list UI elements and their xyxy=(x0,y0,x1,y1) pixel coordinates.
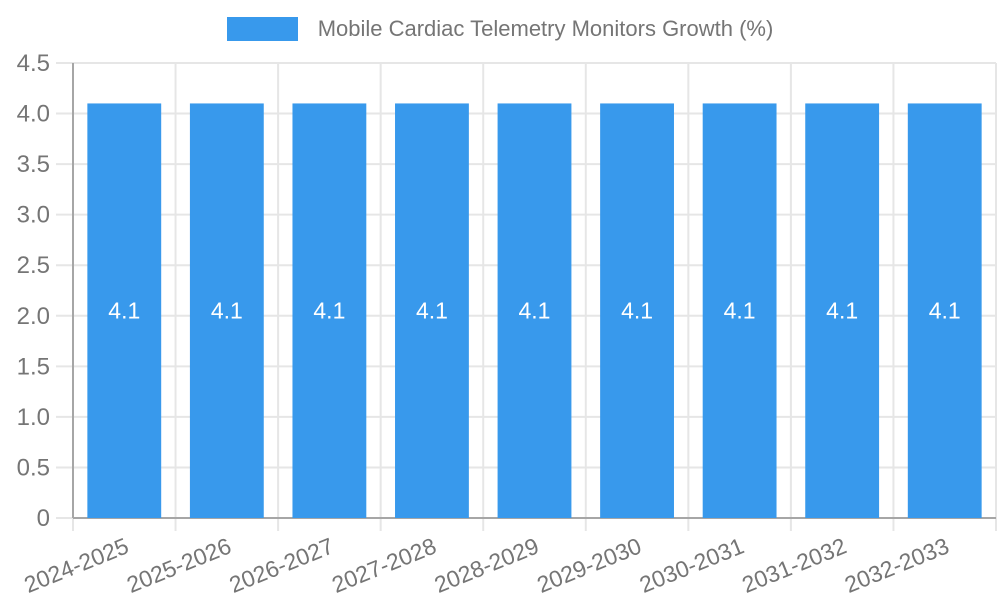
y-axis-label: 2.0 xyxy=(17,303,50,330)
bar-value-label: 4.1 xyxy=(724,298,756,324)
bar-value-label: 4.1 xyxy=(211,298,243,324)
bar-value-label: 4.1 xyxy=(519,298,551,324)
x-axis-label: 2027-2028 xyxy=(328,533,440,598)
bar-value-label: 4.1 xyxy=(416,298,448,324)
bar[interactable] xyxy=(600,103,674,518)
y-axis-label: 3.0 xyxy=(17,202,50,229)
bar[interactable] xyxy=(395,103,469,518)
y-axis-label: 3.5 xyxy=(17,151,50,178)
legend-swatch xyxy=(226,17,298,41)
x-axis-label: 2031-2032 xyxy=(738,533,850,598)
y-axis-label: 0 xyxy=(37,505,50,532)
y-axis-label: 1.5 xyxy=(17,353,50,380)
bar[interactable] xyxy=(702,103,777,518)
bar-value-label: 4.1 xyxy=(313,298,345,324)
bar-value-label: 4.1 xyxy=(621,298,653,324)
bar[interactable] xyxy=(907,103,982,518)
bar[interactable] xyxy=(497,103,572,518)
bar-value-label: 4.1 xyxy=(108,298,140,324)
y-axis-label: 0.5 xyxy=(17,454,50,481)
bar[interactable] xyxy=(87,103,162,518)
y-axis-label: 2.5 xyxy=(17,252,50,279)
x-axis-label: 2032-2033 xyxy=(841,533,953,598)
x-axis-label: 2030-2031 xyxy=(636,533,748,598)
x-axis-label: 2026-2027 xyxy=(226,533,338,598)
bar[interactable] xyxy=(805,103,880,518)
x-axis-label: 2024-2025 xyxy=(20,533,132,598)
y-axis-label: 1.0 xyxy=(17,404,50,431)
bar-value-label: 4.1 xyxy=(929,298,961,324)
bar[interactable] xyxy=(292,103,367,518)
x-axis-label: 2029-2030 xyxy=(533,533,645,598)
x-axis-label: 2028-2029 xyxy=(431,533,543,598)
bar[interactable] xyxy=(189,103,264,518)
chart-legend[interactable]: Mobile Cardiac Telemetry Monitors Growth… xyxy=(0,0,1000,58)
x-axis-label: 2025-2026 xyxy=(123,533,235,598)
bar-value-label: 4.1 xyxy=(826,298,858,324)
legend-label: Mobile Cardiac Telemetry Monitors Growth… xyxy=(317,16,774,41)
y-axis-label: 4.0 xyxy=(17,101,50,128)
y-axis-label: 4.5 xyxy=(17,50,50,77)
